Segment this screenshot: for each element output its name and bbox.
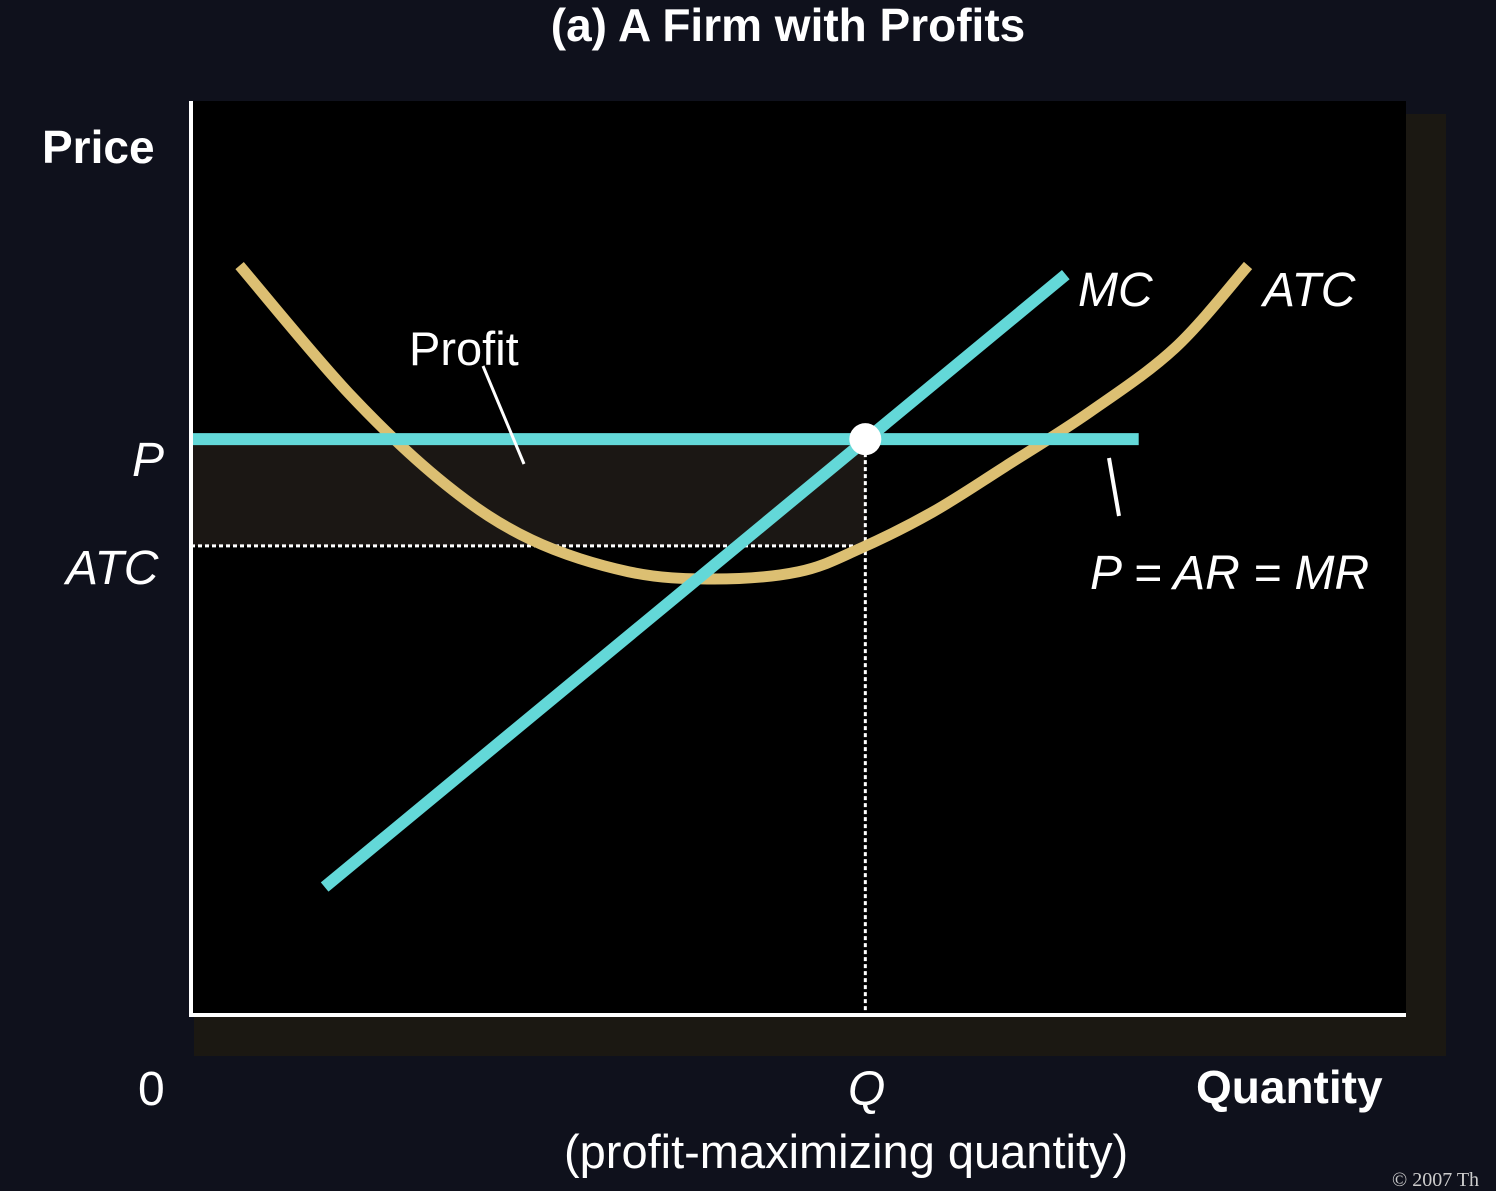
atc-curve-label: ATC bbox=[1263, 264, 1356, 317]
plot-background bbox=[191, 101, 1406, 1015]
origin-label: 0 bbox=[138, 1063, 165, 1116]
mc-line bbox=[320, 270, 1070, 892]
y-axis-label: Price bbox=[42, 121, 155, 173]
y-tick-price: P bbox=[132, 434, 165, 487]
profit-max-point bbox=[849, 423, 882, 456]
atc-curve bbox=[235, 261, 1253, 585]
x-tick-note: (profit-maximizing quantity) bbox=[564, 1125, 1129, 1178]
x-axis-label: Quantity bbox=[1196, 1061, 1383, 1113]
copyright-notice: © 2007 Th bbox=[1392, 1169, 1480, 1191]
x-tick-quantity: Q bbox=[848, 1063, 886, 1116]
y-tick-atc: ATC bbox=[66, 542, 159, 595]
demand-curve-label: P = AR = MR bbox=[1090, 547, 1370, 600]
demand-leader-line bbox=[1107, 457, 1121, 517]
mc-curve-label: MC bbox=[1078, 264, 1153, 317]
profit-label: Profit bbox=[409, 322, 519, 375]
profit-leader-line bbox=[481, 365, 526, 465]
chart-title: (a) A Firm with Profits bbox=[550, 0, 1026, 51]
